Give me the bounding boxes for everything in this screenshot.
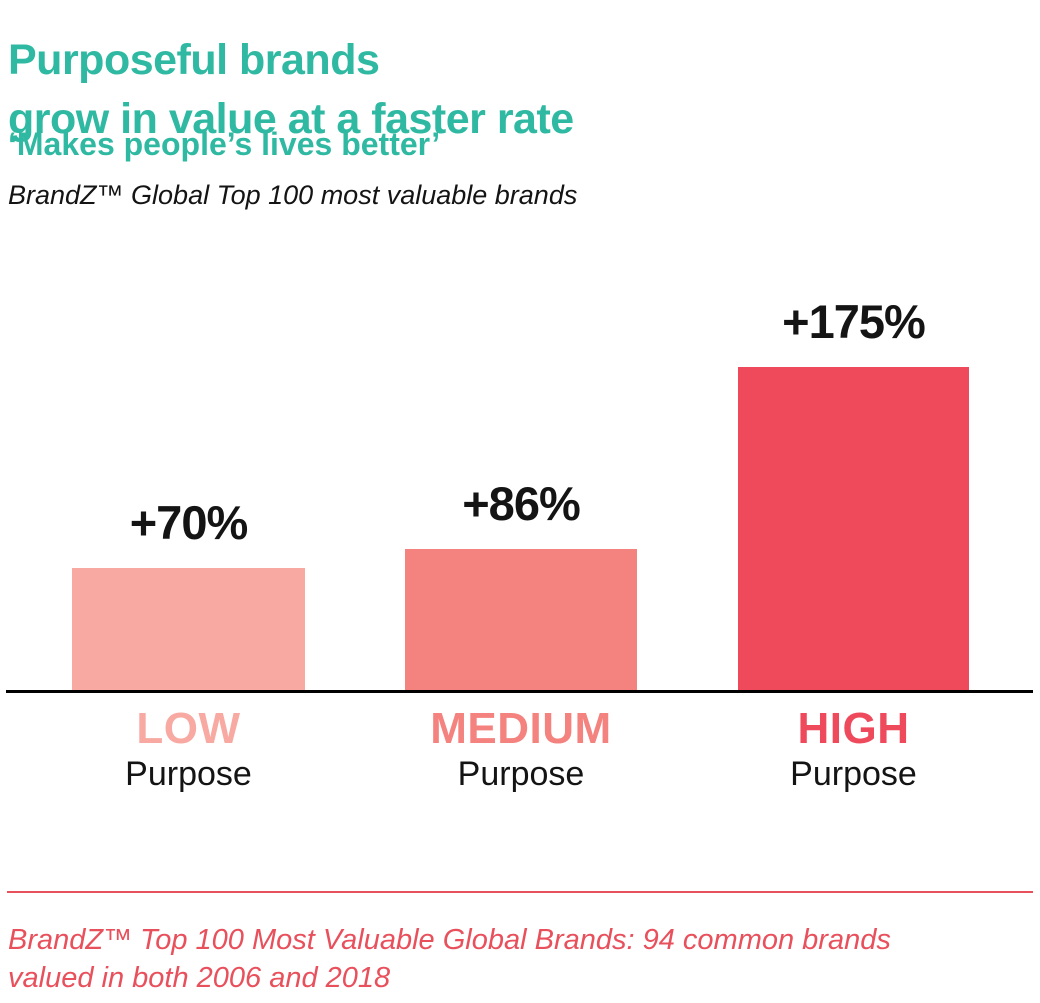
- footer-note-line1: BrandZ™ Top 100 Most Valuable Global Bra…: [8, 924, 891, 956]
- bar-medium: [405, 549, 637, 690]
- category-sublabel-high: Purpose: [790, 755, 917, 793]
- bar-group-low: +70% LOW Purpose: [72, 0, 305, 1003]
- bar-group-high: +175% HIGH Purpose: [738, 0, 969, 1003]
- subtitle: ‘Makes people’s lives better’: [8, 126, 441, 162]
- value-label-high: +175%: [782, 295, 926, 348]
- category-block-low: LOW Purpose: [72, 704, 305, 794]
- bar-group-medium: +86% MEDIUM Purpose: [405, 0, 637, 1003]
- page-title: Purposeful brands grow in value at a fas…: [8, 31, 574, 149]
- footer-divider: [7, 891, 1033, 893]
- category-block-medium: MEDIUM Purpose: [405, 704, 637, 794]
- category-sublabel-low: Purpose: [125, 755, 252, 793]
- page-title-line2: grow in value at a faster rate: [8, 94, 574, 143]
- category-block-high: HIGH Purpose: [738, 704, 969, 794]
- footer-note: BrandZ™ Top 100 Most Valuable Global Bra…: [8, 921, 891, 997]
- footer-note-line2: valued in both 2006 and 2018: [8, 962, 391, 994]
- source-note: BrandZ™ Global Top 100 most valuable bra…: [8, 180, 578, 210]
- category-sublabel-medium: Purpose: [457, 755, 585, 793]
- category-label-low: LOW: [136, 704, 241, 753]
- category-label-high: HIGH: [797, 704, 910, 753]
- bar-low: [72, 568, 305, 690]
- value-label-medium: +86%: [462, 477, 581, 530]
- bar-high: [738, 367, 969, 690]
- page-title-line1: Purposeful brands: [8, 35, 380, 84]
- x-axis-line: [6, 690, 1033, 693]
- category-label-medium: MEDIUM: [430, 704, 612, 753]
- value-label-low: +70%: [129, 496, 249, 549]
